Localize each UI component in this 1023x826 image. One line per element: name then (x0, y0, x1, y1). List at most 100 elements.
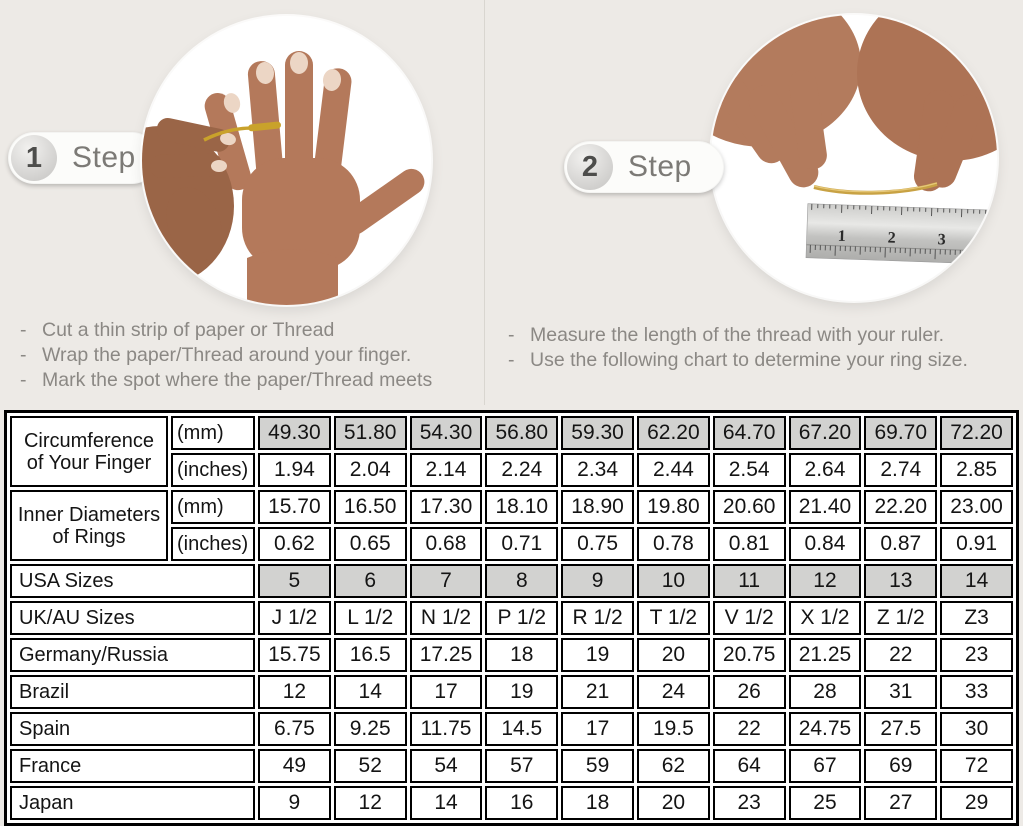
value-cell: 16.5 (333, 638, 407, 672)
instruction-line: - Cut a thin strip of paper or Thread (20, 319, 335, 341)
value-cell: 62.20 (636, 416, 710, 450)
value-cell: 22.20 (864, 490, 938, 524)
table-row: UK/AU Sizes J 1/2 L 1/2 N 1/2 P 1/2 R 1/2 T 1/… (10, 601, 1013, 635)
value-cell: Z 1/2 (864, 601, 938, 635)
value-cell: 49 (258, 749, 331, 783)
row-label: Germany/Russia (10, 638, 255, 672)
instruction-line: - Wrap the paper/Thread around your finge… (20, 344, 412, 366)
value-cell: 2.64 (788, 453, 862, 487)
row-group-label: Inner Diameters of Rings (10, 490, 168, 561)
value-cell: 2.44 (636, 453, 710, 487)
row-label: Japan (10, 786, 255, 820)
value-cell: 72.20 (940, 416, 1013, 450)
value-cell: X 1/2 (788, 601, 862, 635)
value-cell: 33 (940, 675, 1013, 709)
value-cell: 20.75 (712, 638, 786, 672)
value-cell: 64.70 (712, 416, 786, 450)
value-cell: 23.00 (940, 490, 1013, 524)
value-cell: 23 (712, 786, 786, 820)
value-cell: 21.40 (788, 490, 862, 524)
value-cell: 2.85 (940, 453, 1013, 487)
table-row: (inches) 1.94 2.04 2.14 2.24 2.34 2.44 2.54 2.64… (10, 453, 1013, 487)
how-to-measure-section: 1 Step (0, 0, 1023, 409)
value-cell: 25 (788, 786, 862, 820)
value-cell: L 1/2 (333, 601, 407, 635)
value-cell: 2.24 (485, 453, 559, 487)
value-cell: 67.20 (788, 416, 862, 450)
value-cell: 2.54 (712, 453, 786, 487)
value-cell: 19.80 (636, 490, 710, 524)
value-cell: 18 (485, 638, 559, 672)
value-cell: 57 (485, 749, 559, 783)
value-cell: 69.70 (864, 416, 938, 450)
value-cell: 11 (712, 564, 786, 598)
table-row: Japan 9 12 14 16 18 20 23 25 27 29 (10, 786, 1013, 820)
value-cell: 19 (485, 675, 559, 709)
value-cell: 23 (940, 638, 1013, 672)
value-cell: 0.78 (636, 527, 710, 561)
value-cell: 49.30 (258, 416, 331, 450)
value-cell: 18 (561, 786, 634, 820)
value-cell: 26 (712, 675, 786, 709)
instruction-line: - Mark the spot where the paper/Thread me… (20, 369, 433, 391)
value-cell: 14 (940, 564, 1013, 598)
table-row: Spain 6.75 9.25 11.75 14.5 17 19.5 22 24.75 27.5 3… (10, 712, 1013, 746)
value-cell: 12 (788, 564, 862, 598)
value-cell: 69 (864, 749, 938, 783)
hand-with-thread-illustration (142, 51, 425, 305)
value-cell: 30 (940, 712, 1013, 746)
row-label: France (10, 749, 255, 783)
row-label: Spain (10, 712, 255, 746)
value-cell: 29 (940, 786, 1013, 820)
value-cell: 8 (485, 564, 559, 598)
measuring-thread-with-ruler-illustration: 1 2 3 (711, 15, 997, 265)
ruler-mark-1: 1 (837, 228, 846, 245)
value-cell: 24 (636, 675, 710, 709)
instruction-line: - Measure the length of the thread with y… (508, 324, 945, 346)
value-cell: V 1/2 (712, 601, 786, 635)
unit-label: (mm) (171, 490, 255, 524)
value-cell: 6 (333, 564, 407, 598)
step1-badge: 1 Step (8, 132, 158, 184)
value-cell: 17 (561, 712, 634, 746)
value-cell: 2.74 (864, 453, 938, 487)
value-cell: 0.91 (940, 527, 1013, 561)
value-cell: 0.68 (409, 527, 483, 561)
value-cell: 16.50 (333, 490, 407, 524)
value-cell: 6.75 (258, 712, 331, 746)
value-cell: 2.14 (409, 453, 483, 487)
value-cell: 59 (561, 749, 634, 783)
value-cell: 9 (258, 786, 331, 820)
value-cell: 28 (788, 675, 862, 709)
value-cell: 20 (636, 638, 710, 672)
value-cell: 72 (940, 749, 1013, 783)
value-cell: 59.30 (561, 416, 634, 450)
value-cell: 17.25 (409, 638, 483, 672)
value-cell: 51.80 (333, 416, 407, 450)
value-cell: 0.71 (485, 527, 559, 561)
value-cell: 19 (561, 638, 634, 672)
value-cell: 11.75 (409, 712, 483, 746)
value-cell: 15.75 (258, 638, 331, 672)
value-cell: 0.87 (864, 527, 938, 561)
value-cell: 13 (864, 564, 938, 598)
value-cell: 14 (333, 675, 407, 709)
value-cell: 54.30 (409, 416, 483, 450)
value-cell: 0.62 (258, 527, 331, 561)
value-cell: 52 (333, 749, 407, 783)
value-cell: 31 (864, 675, 938, 709)
value-cell: 0.75 (561, 527, 634, 561)
value-cell: 2.04 (333, 453, 407, 487)
value-cell: 12 (333, 786, 407, 820)
value-cell: 22 (864, 638, 938, 672)
value-cell: 19.5 (636, 712, 710, 746)
table-row: USA Sizes 5 6 7 8 9 10 11 12 13 14 (10, 564, 1013, 598)
value-cell: 18.10 (485, 490, 559, 524)
ruler-mark-2: 2 (887, 230, 896, 247)
step1-photo (142, 16, 431, 305)
value-cell: N 1/2 (409, 601, 483, 635)
value-cell: 56.80 (485, 416, 559, 450)
value-cell: 0.84 (788, 527, 862, 561)
row-label: UK/AU Sizes (10, 601, 255, 635)
value-cell: 10 (636, 564, 710, 598)
